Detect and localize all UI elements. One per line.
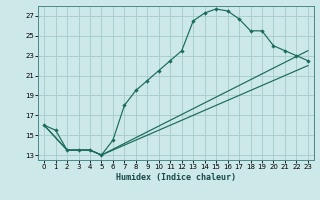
X-axis label: Humidex (Indice chaleur): Humidex (Indice chaleur) [116,173,236,182]
